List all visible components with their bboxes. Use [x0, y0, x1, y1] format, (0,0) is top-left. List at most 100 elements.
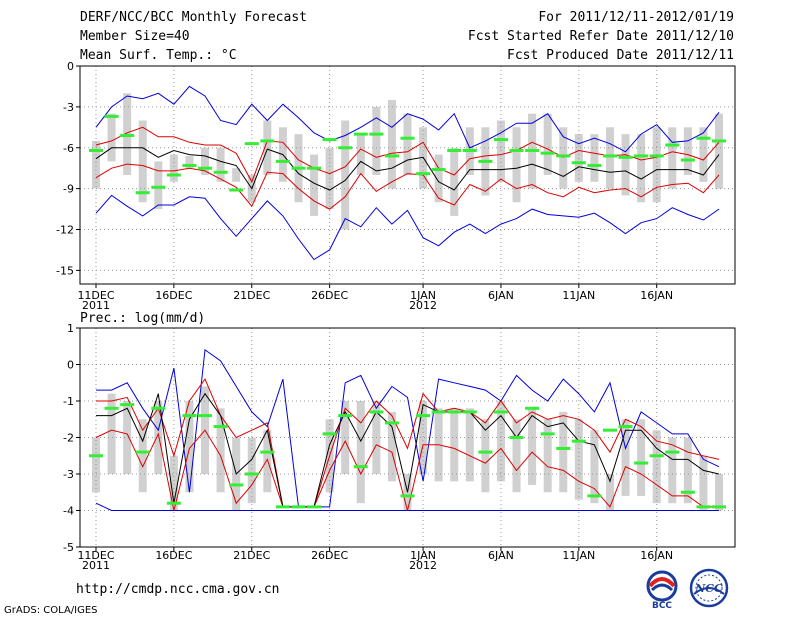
panel2-median-marker: [291, 505, 306, 509]
panel1-median-marker: [369, 132, 384, 136]
panel1-y-tick-label: -15: [56, 264, 74, 277]
panel1-median-marker: [556, 154, 571, 158]
panel1-spread-box: [543, 113, 552, 175]
panel1-spread-box: [107, 113, 116, 162]
member-size: Member Size=40: [80, 29, 190, 44]
panel2-median-marker: [182, 414, 197, 418]
panel2-median-marker: [338, 414, 353, 418]
panel1-spread-box: [637, 134, 646, 203]
panel1-median-marker: [696, 136, 711, 140]
panel2-x-tick-year: 2012: [409, 559, 437, 572]
panel1-median-marker: [384, 154, 399, 158]
panel1-y-tick-label: -3: [63, 101, 74, 114]
panel2-max-line: [96, 349, 720, 508]
panel2-median-marker: [322, 432, 337, 436]
panel1-lower-spread-line: [95, 163, 720, 210]
panel1-x-tick-label: 26DEC: [311, 289, 348, 302]
panel1-median-marker: [602, 154, 617, 158]
panel2-spread-box: [512, 419, 521, 493]
panel1-spread-box: [403, 113, 412, 175]
panel2-median-marker: [275, 505, 290, 509]
panel2-x-tick-label: 11JAN: [562, 549, 595, 562]
panel1-median-marker: [291, 166, 306, 170]
panel2-median-marker: [556, 446, 571, 450]
panel2-spread-box: [715, 474, 723, 511]
panel1-median-marker: [416, 172, 431, 176]
panel2-spread-box: [107, 393, 116, 474]
bcc-logo-text: BCC: [652, 601, 672, 610]
panel2-y-tick-label: -4: [63, 505, 74, 518]
panel1-spread-box: [496, 120, 505, 182]
panel2-x-tick-label: 26DEC: [311, 549, 348, 562]
panel1-median-marker: [338, 146, 353, 150]
panel1-spread-box: [263, 120, 272, 175]
panel1-spread-box: [92, 140, 100, 189]
panel2-median-marker: [431, 410, 446, 414]
panel1-x-tick-label: 6JAN: [488, 289, 514, 302]
panel2-spread-box: [559, 411, 568, 493]
panel2-median-marker: [571, 439, 586, 443]
panel1-median-marker: [400, 136, 415, 140]
panel1-max-line: [95, 85, 720, 153]
panel2-spread-box: [465, 408, 474, 482]
panel1-x-tick-label: 1JAN: [410, 289, 436, 302]
panel2-median-marker: [618, 425, 633, 429]
panel1-median-marker: [182, 163, 197, 167]
panel1-spread-box: [154, 161, 163, 210]
panel2-median-marker: [587, 494, 602, 498]
panel1-spread-box: [434, 154, 443, 203]
panel1-median-marker: [509, 148, 524, 152]
ncc-logo-text: NCC: [694, 582, 723, 595]
panel1-spread-box: [372, 106, 381, 175]
panel1-spread-box: [699, 127, 708, 182]
panel2-median-marker: [135, 450, 150, 454]
panel2-spread-box: [590, 430, 599, 504]
panel2-median-marker: [680, 490, 695, 494]
panel1-median-marker: [244, 142, 259, 146]
chart-title: DERF/NCC/BCC Monthly Forecast: [80, 10, 307, 25]
panel2-median-marker: [307, 505, 322, 509]
panel1-median-marker: [462, 148, 477, 152]
panel2-median-marker: [260, 450, 275, 454]
panel1-ensemble-mean-line: [95, 147, 720, 191]
panel1-x-tick-label: 11JAN: [562, 289, 595, 302]
panel2-median-marker: [478, 450, 493, 454]
panel2-ensemble-mean-line: [96, 392, 720, 508]
panel2-spread-box: [496, 401, 505, 482]
panel2-median-marker: [213, 425, 228, 429]
panel2-median-marker: [602, 428, 617, 432]
panel2-median-marker: [400, 494, 415, 498]
precip-panel-title: Prec.: log(mm/d): [80, 311, 205, 326]
panel1-spread-box: [201, 147, 210, 175]
panel1-median-marker: [634, 154, 649, 158]
panel2-spread-box: [341, 401, 350, 474]
panel2-median-marker: [649, 454, 664, 458]
panel1-median-marker: [478, 159, 493, 163]
panel1-frame: [79, 65, 736, 285]
bcc-logo: BCC: [646, 570, 678, 610]
panel2-median-marker: [89, 454, 103, 458]
panel1-spread-box: [341, 120, 350, 230]
panel1-median-marker: [229, 188, 244, 192]
panel2-x-tick-label: 21DEC: [233, 549, 270, 562]
panel2-spread-box: [263, 430, 272, 493]
panel2-y-tick-label: 1: [67, 322, 74, 335]
panel2-spread-box: [481, 419, 490, 493]
panel2-median-marker: [120, 403, 135, 407]
panel1-median-marker: [680, 158, 695, 162]
panel2-median-marker: [540, 432, 555, 436]
panel2-median-marker: [712, 505, 726, 509]
panel1-x-tick-label: 21DEC: [233, 289, 270, 302]
panel1-median-marker: [89, 148, 103, 152]
panel1-median-marker: [151, 185, 166, 189]
panel2-spread-box: [699, 455, 708, 511]
panel1-y-tick-label: -12: [56, 224, 74, 237]
panel1-median-marker: [665, 143, 680, 147]
panel1-median-marker: [431, 168, 446, 172]
panel1-median-marker: [540, 151, 555, 155]
forecast-start-date: Fcst Started Refer Date 2011/12/10: [467, 29, 734, 44]
source-url[interactable]: http://cmdp.ncc.cma.gov.cn: [76, 582, 280, 597]
panel2-median-marker: [198, 414, 213, 418]
panel1-spread-box: [574, 134, 583, 182]
panel1-spread-box: [138, 120, 147, 203]
